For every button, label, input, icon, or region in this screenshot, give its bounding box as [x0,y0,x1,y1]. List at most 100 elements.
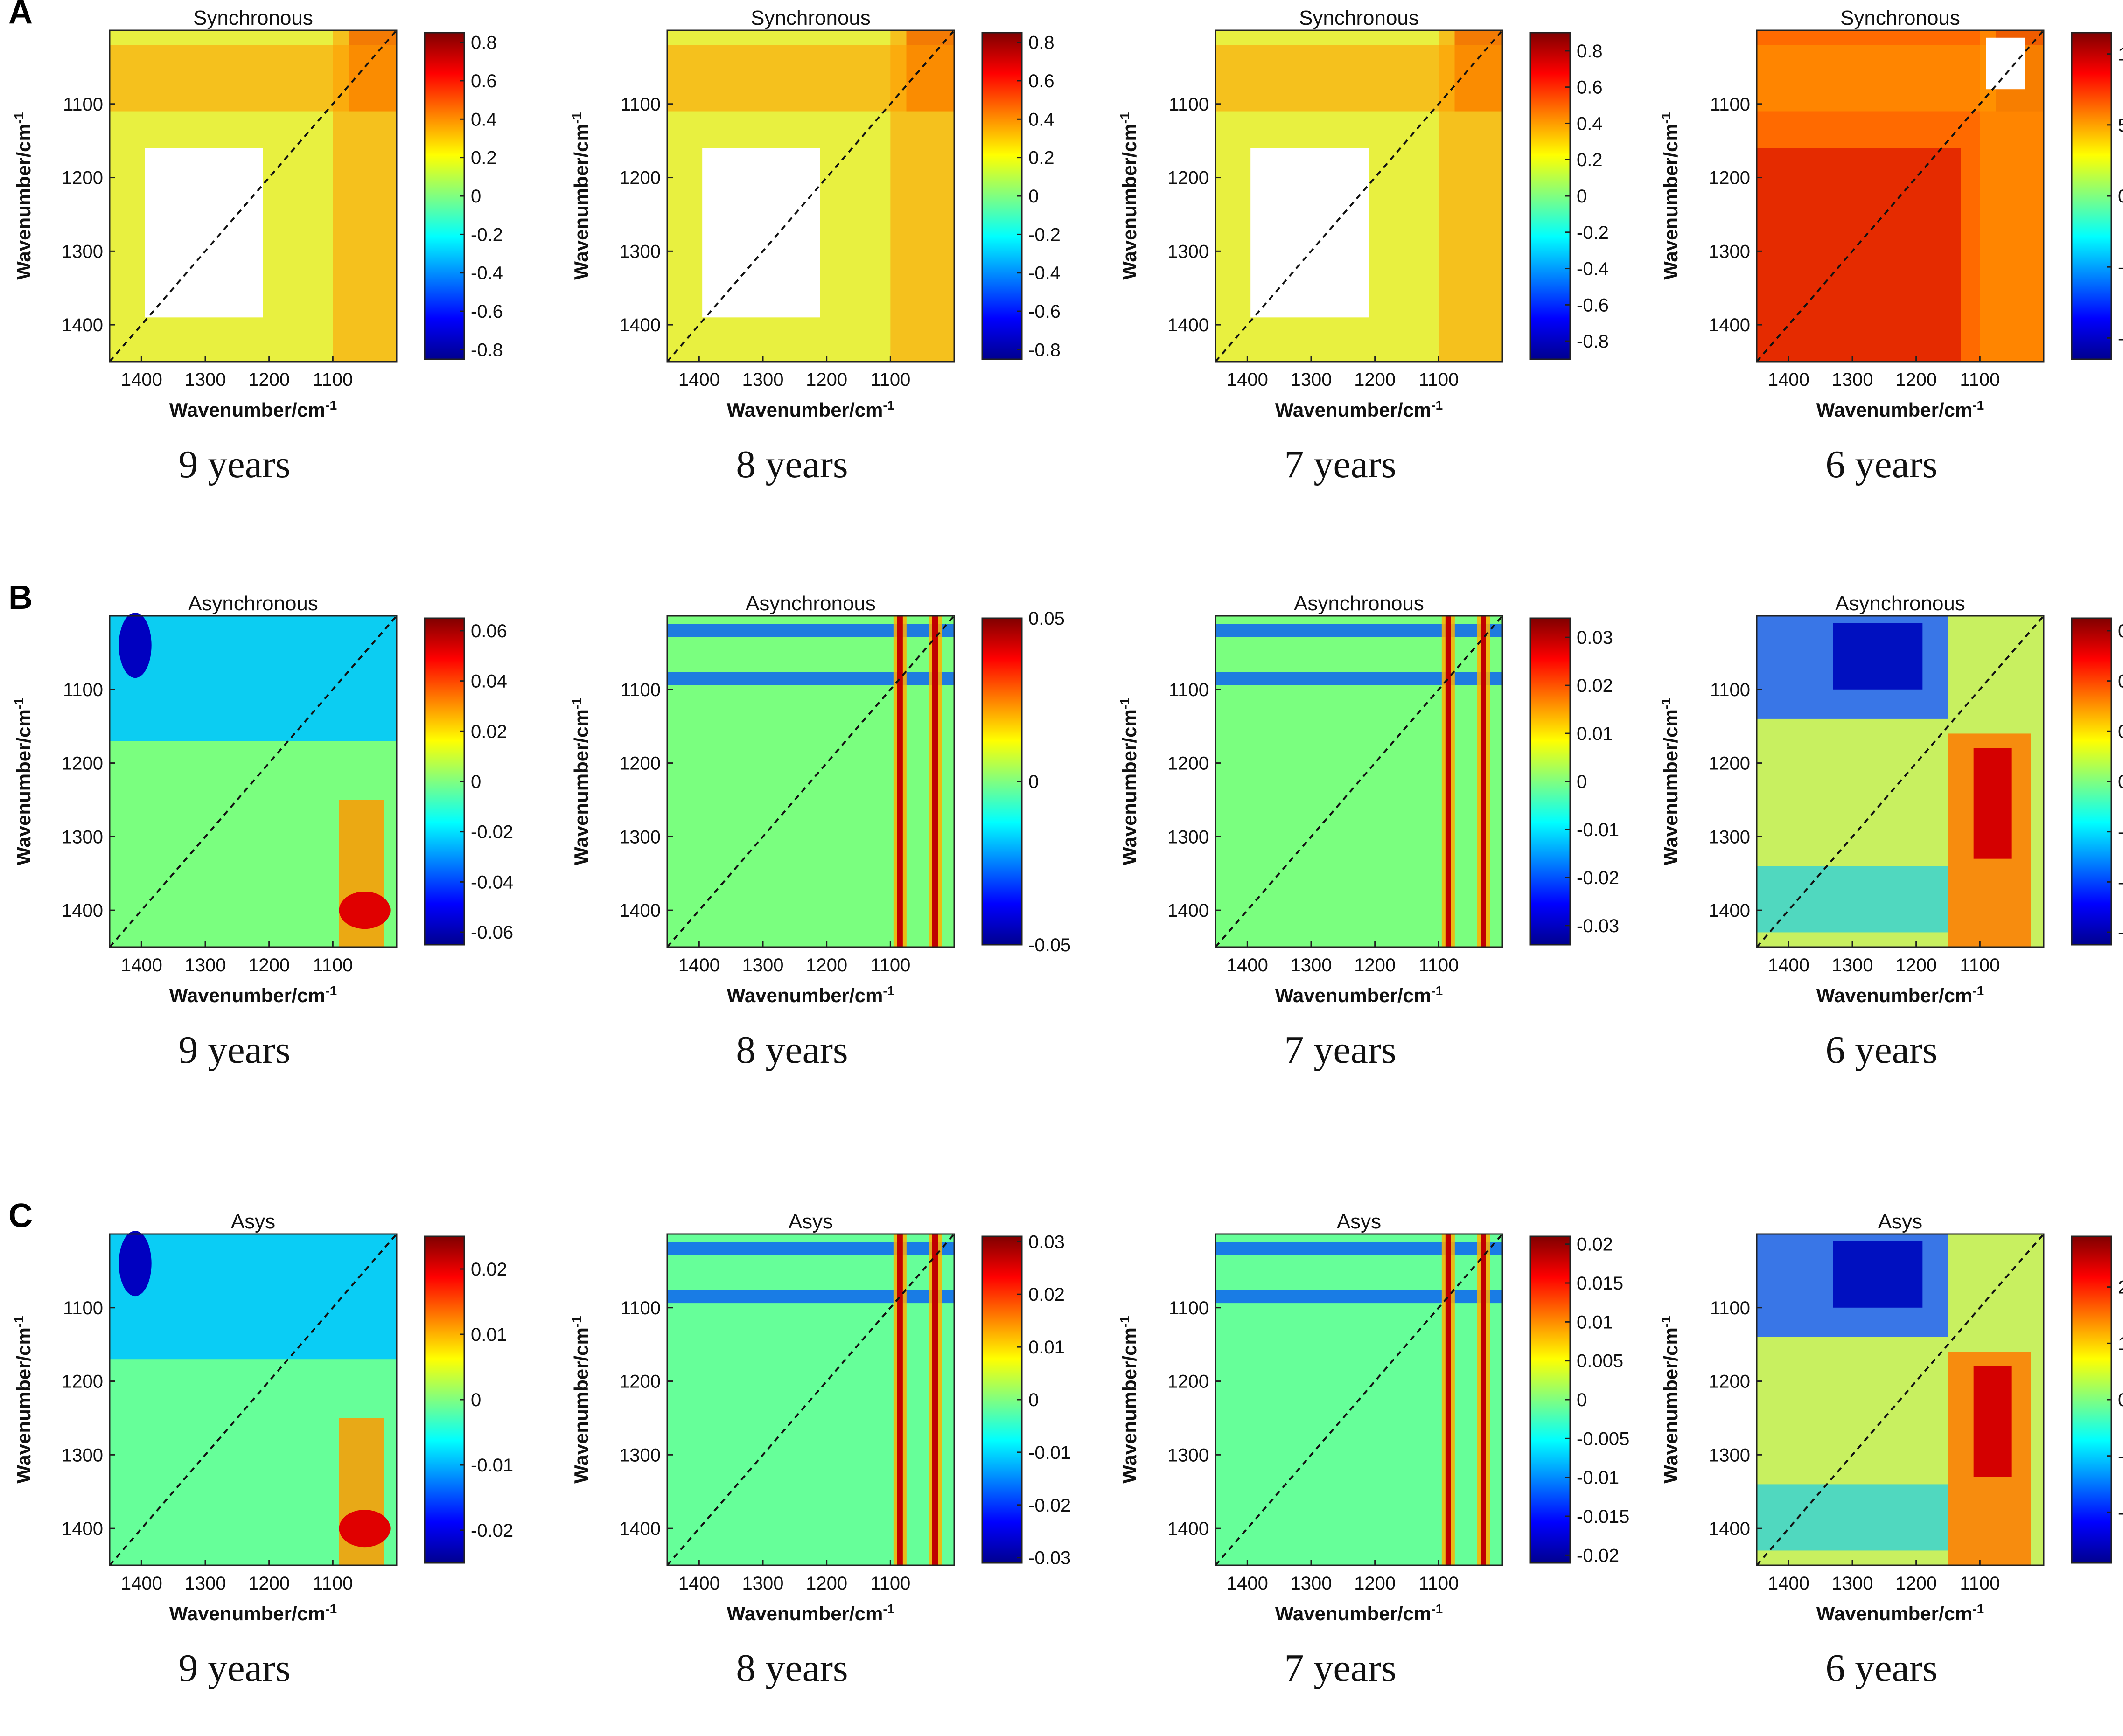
colorbar-tick-label: 0.03 [1028,1232,1065,1252]
x-tick-label: 1200 [1354,955,1396,976]
colorbar-tick-label: -0.8 [471,340,503,360]
colorbar [2071,32,2112,360]
x-tick-label: 1200 [248,955,290,976]
panel-title: Synchronous [1299,7,1419,29]
x-tick-label: 1200 [1895,370,1937,390]
colorbar-tick-label: 0.2 [471,148,497,168]
x-tick-label: 1200 [806,955,847,976]
plot-frame [1756,1233,2045,1566]
x-tick-label: 1200 [1354,1573,1396,1594]
colorbar-tick-label: -0.05 [1028,935,1071,955]
contour-region [1757,148,1961,362]
contour-region [119,613,152,678]
diagonal-line [1215,615,1503,948]
colorbar [1529,617,1571,946]
x-tick-label: 1400 [121,370,162,390]
panel-title: Asynchronous [746,592,876,615]
colorbar-tick-label: -0.02 [471,822,513,843]
panel-A-2: Synchronous 1400 1400 1300 1300 1200 1200 1100 1… [569,7,1061,486]
contour-region [702,148,820,318]
y-tick-label: 1100 [63,680,103,700]
colorbar-tick-label: 0.01 [471,1325,507,1345]
contour-region [1439,30,1502,362]
panel-C-3: Asys 1400 1400 1300 1300 1200 1200 1100 1100 Wave… [1117,1210,1630,1690]
colorbar-tick-label: 0.4 [2118,671,2123,692]
colorbar-tick-label: -0.02 [471,1520,513,1541]
x-tick-label: 1400 [121,1573,162,1594]
y-axis-label: Wavenumber/cm-1 [12,1316,35,1483]
diagonal-line [109,615,398,948]
panel-title: Asynchronous [1835,592,1965,615]
colorbar-tick-label: 0.6 [1028,71,1055,91]
contour-region [1215,1290,1502,1304]
y-tick-label: 1100 [621,1298,661,1318]
colorbar-tick-label: 0.01 [1028,1337,1065,1358]
x-axis-label: Wavenumber/cm-1 [727,983,894,1007]
panel-title: Asys [231,1210,275,1233]
x-tick-label: 1300 [742,370,784,390]
diagonal-line [1756,1233,2045,1566]
y-tick-label: 1300 [1167,827,1209,847]
x-tick-label: 1300 [742,955,784,976]
contour-region [1973,748,2012,859]
colorbar-tick-label: -0.01 [1577,1468,1619,1488]
x-tick-label: 1200 [248,1573,290,1594]
x-tick-label: 1400 [678,1573,720,1594]
colorbar-tick-label: -0.02 [1577,1545,1619,1566]
panel-caption: 6 years [1825,1646,1937,1690]
contour-region [339,892,391,929]
colorbar-tick-label: -0.2 [1577,223,1609,243]
panel-caption: 7 years [1284,443,1396,486]
contour-region [1445,1234,1451,1565]
colorbar [424,32,465,360]
x-axis-label: Wavenumber/cm-1 [1816,398,1984,421]
panel-C-2: Asys 1400 1400 1300 1300 1200 1200 1100 1100 Wave… [569,1210,1071,1690]
x-tick-label: 1300 [1291,955,1332,976]
y-tick-label: 1200 [619,1372,661,1392]
colorbar [981,32,1023,360]
colorbar-tick-label: -0.2 [471,224,503,245]
plot-frame [1215,29,1503,363]
y-tick-label: 1400 [1709,1519,1750,1539]
x-tick-label: 1100 [1418,955,1459,976]
plot-frame [1756,615,2045,948]
contour-region [1833,1241,1923,1308]
x-tick-label: 1200 [248,370,290,390]
panel-caption: 9 years [178,1028,290,1072]
colorbar-tick-label: -0.01 [1028,1443,1071,1463]
contour-region [1833,623,1923,690]
colorbar [2071,1235,2112,1564]
colorbar-tick-label: -0.03 [1028,1548,1071,1569]
y-axis-label: Wavenumber/cm-1 [569,112,593,279]
colorbar-tick-label: 0 [2118,1390,2123,1410]
y-tick-label: 1400 [1167,1519,1209,1539]
colorbar-tick-label: 0 [1577,1390,1587,1410]
colorbar-tick-label: 0.4 [1577,113,1603,134]
panel-caption: 7 years [1284,1028,1396,1072]
y-tick-label: 1300 [1167,1445,1209,1465]
y-axis-label: Wavenumber/cm-1 [569,697,593,865]
x-tick-label: 1400 [121,955,162,976]
colorbar-tick-label: 0.2 [2118,721,2123,742]
y-tick-label: 1300 [1167,241,1209,262]
contour-region [1250,148,1369,318]
x-tick-label: 1300 [185,370,226,390]
y-tick-label: 1100 [1169,1298,1209,1318]
colorbar-tick-label: -0.01 [1577,820,1619,840]
y-tick-label: 1200 [1709,1372,1750,1392]
contour-region [1215,624,1502,637]
y-tick-label: 1100 [1710,680,1750,700]
panel-caption: 9 years [178,1646,290,1690]
colorbar-tick-label: -0.04 [471,872,513,892]
colorbar-tick-label: -0.6 [1577,295,1609,315]
colorbar-tick-label: -0.6 [1028,301,1061,322]
y-tick-label: 1200 [619,168,661,188]
x-tick-label: 1300 [1832,1573,1873,1594]
colorbar-tick-label: 1 [2118,1333,2123,1354]
x-tick-label: 1100 [1418,370,1459,390]
colorbar-tick-label: -0.015 [1577,1506,1629,1527]
colorbar-tick-label: 0.4 [1028,109,1055,130]
y-tick-label: 1200 [62,1372,103,1392]
panel-caption: 8 years [736,1028,848,1072]
colorbar [424,617,465,946]
